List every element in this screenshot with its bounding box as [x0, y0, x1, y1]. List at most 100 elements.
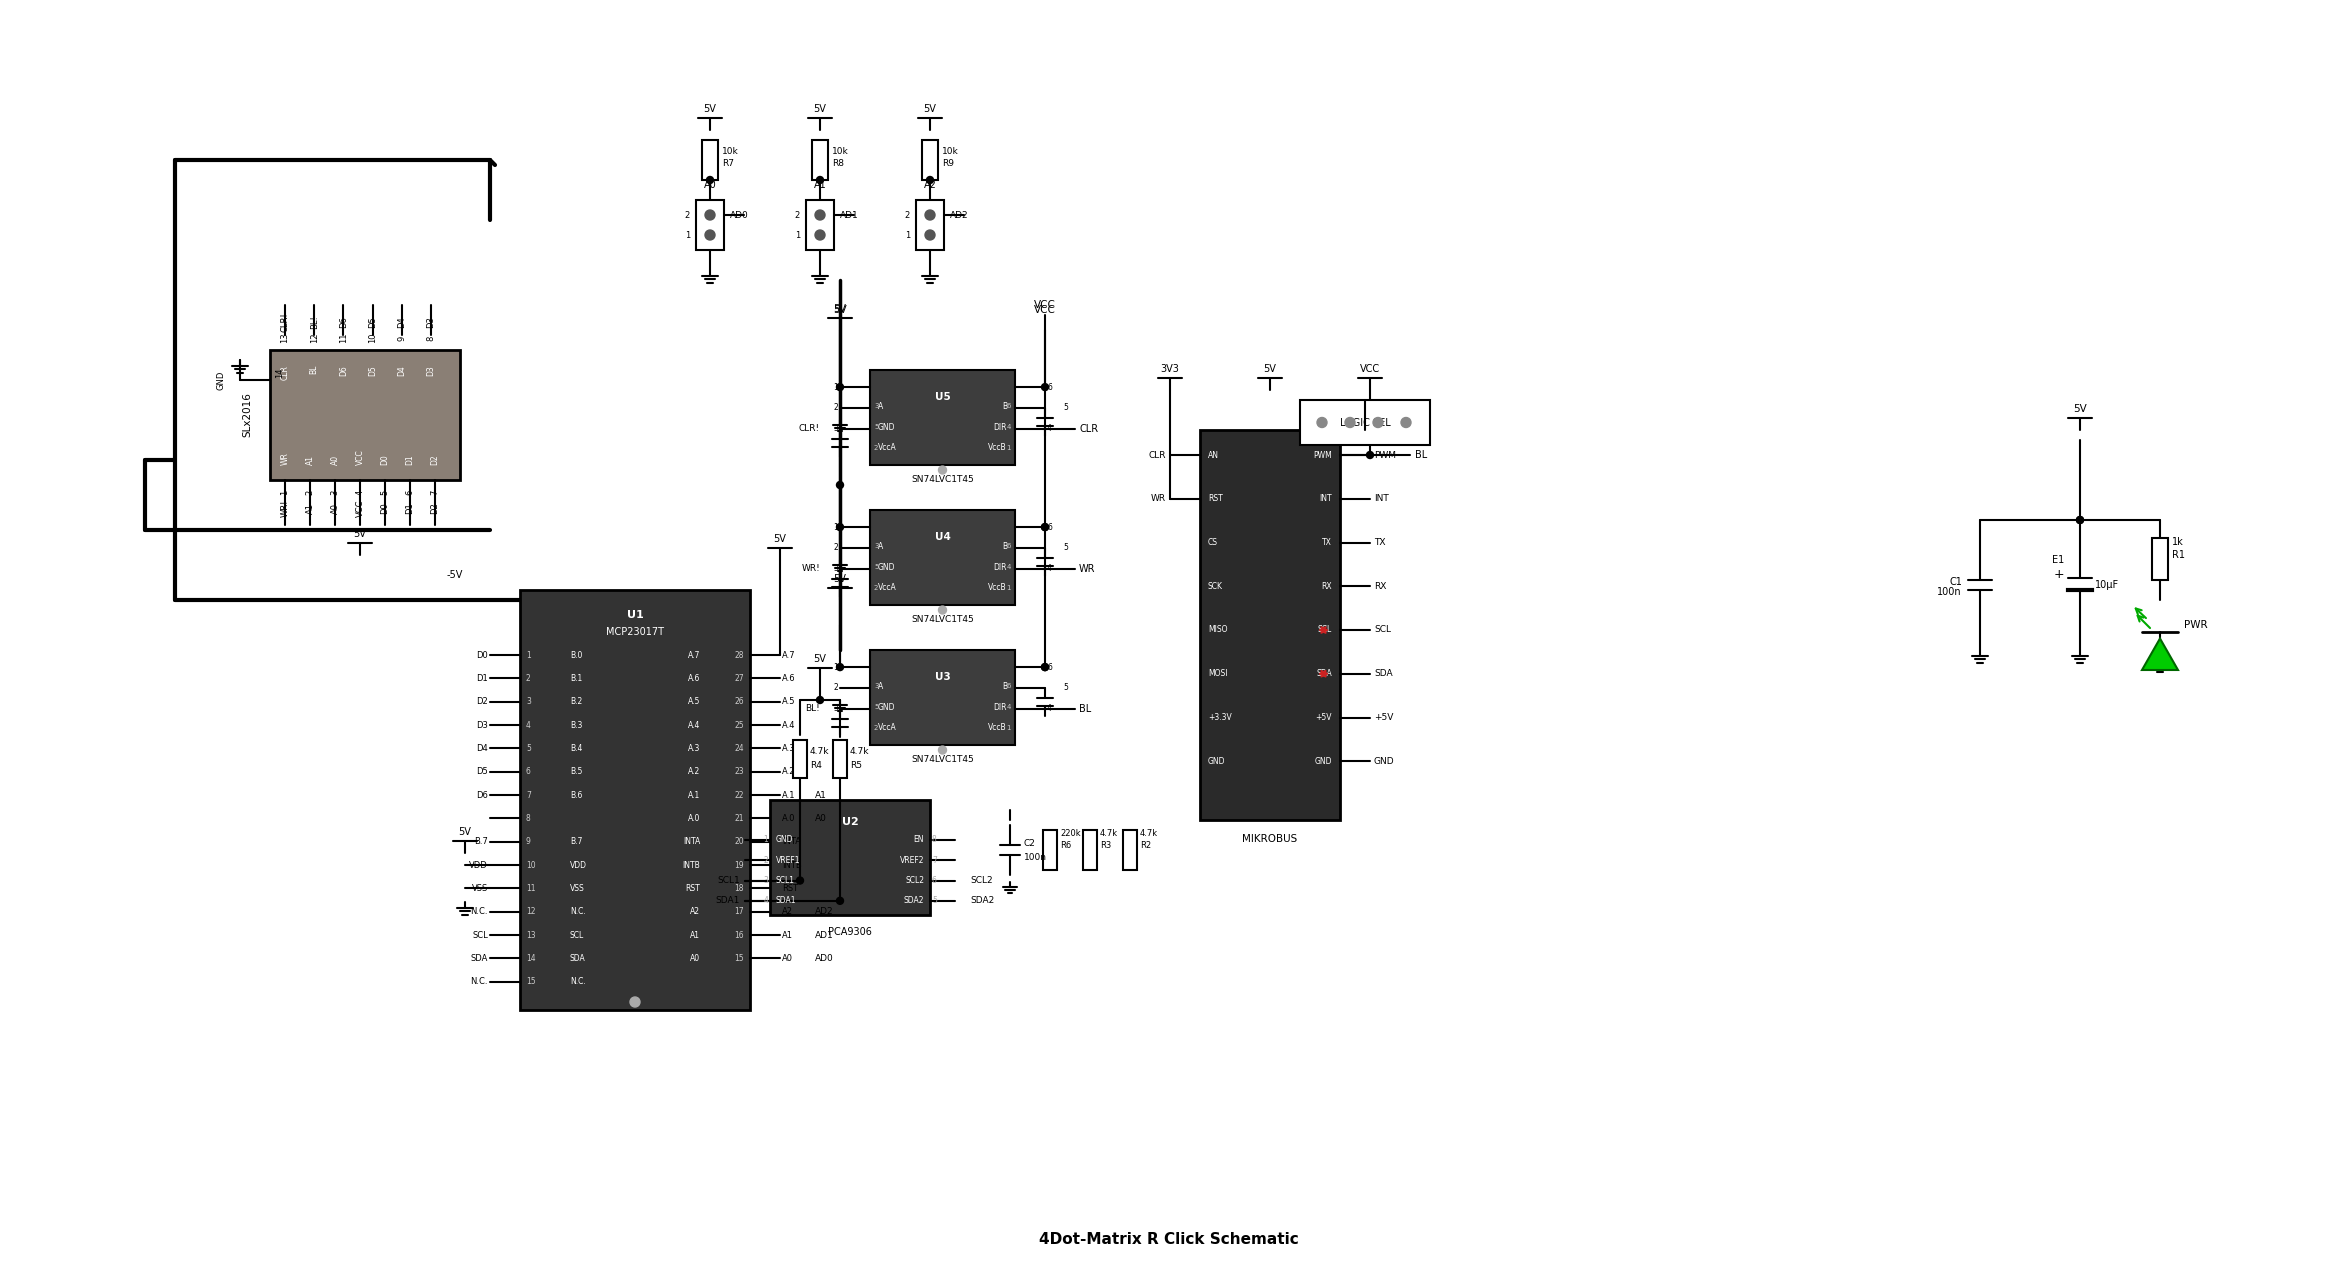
Text: 15: 15 [526, 977, 536, 987]
Text: A1: A1 [306, 455, 313, 465]
Text: VREF2: VREF2 [901, 856, 924, 865]
Text: 1: 1 [795, 230, 800, 240]
Text: A.7: A.7 [688, 650, 699, 659]
Text: 3: 3 [763, 876, 767, 885]
Text: BL: BL [1078, 704, 1092, 714]
Text: D4: D4 [398, 316, 407, 328]
Text: 220k: 220k [1060, 828, 1081, 837]
Text: SCL: SCL [571, 931, 585, 940]
Text: 9: 9 [526, 837, 531, 846]
Text: U1: U1 [627, 610, 643, 620]
Text: R2: R2 [1139, 841, 1151, 850]
Bar [807, 199, 835, 250]
Text: 4.7k: 4.7k [1099, 828, 1118, 837]
Text: 8: 8 [931, 836, 936, 845]
Text: SCL: SCL [1373, 626, 1392, 635]
Text: VDD: VDD [470, 861, 489, 870]
Text: A.3: A.3 [688, 744, 699, 753]
Text: VCC: VCC [1359, 364, 1380, 373]
Text: SDA1: SDA1 [716, 897, 739, 906]
Text: 13: 13 [281, 333, 290, 343]
Circle shape [629, 997, 641, 1007]
Text: 4: 4 [1048, 564, 1053, 573]
Text: 5V: 5V [814, 654, 826, 664]
Circle shape [837, 384, 844, 391]
Text: 7: 7 [931, 856, 938, 865]
Text: AD1: AD1 [840, 211, 858, 220]
Text: D2: D2 [430, 502, 440, 514]
Text: R5: R5 [849, 761, 863, 770]
Circle shape [1041, 664, 1048, 671]
Text: SCL: SCL [1317, 626, 1331, 635]
Text: WR: WR [1151, 494, 1167, 503]
Circle shape [1366, 452, 1373, 458]
Text: A2: A2 [781, 907, 793, 916]
Text: 23: 23 [734, 767, 744, 776]
Text: VccA: VccA [877, 443, 896, 452]
Text: R9: R9 [943, 160, 954, 169]
Text: 2: 2 [763, 856, 767, 865]
Bar [922, 140, 938, 180]
Text: D2: D2 [430, 455, 440, 465]
Text: 14: 14 [276, 367, 283, 378]
Text: PCA9306: PCA9306 [828, 927, 872, 937]
Bar [793, 740, 807, 779]
Text: 15: 15 [734, 954, 744, 963]
Text: GND: GND [215, 371, 225, 390]
Text: INT: INT [1373, 494, 1389, 503]
Text: A.5: A.5 [688, 697, 699, 706]
Text: 5: 5 [875, 424, 879, 431]
Text: A1: A1 [690, 931, 699, 940]
Text: 3: 3 [833, 564, 837, 573]
Text: 4: 4 [526, 720, 531, 729]
Text: 28: 28 [734, 650, 744, 659]
Text: 7: 7 [526, 790, 531, 800]
Bar [1300, 400, 1429, 444]
Bar [770, 800, 931, 914]
Text: 10k: 10k [833, 147, 849, 156]
Text: CLR!: CLR! [281, 312, 290, 331]
Text: D3: D3 [426, 364, 435, 376]
Text: D2: D2 [477, 697, 489, 706]
Text: INTA: INTA [683, 837, 699, 846]
Text: SDA: SDA [1317, 669, 1331, 678]
Text: 1: 1 [833, 382, 837, 391]
Text: VCC: VCC [356, 450, 365, 465]
Circle shape [1041, 384, 1048, 391]
Bar [697, 199, 725, 250]
Text: GND: GND [877, 423, 896, 432]
Text: VDD: VDD [571, 861, 587, 870]
Text: A: A [877, 682, 884, 691]
Circle shape [837, 898, 844, 904]
Circle shape [924, 210, 936, 220]
Text: +: + [2054, 569, 2063, 582]
Bar [1083, 831, 1097, 870]
Text: 5: 5 [875, 704, 879, 710]
Text: +3.3V: +3.3V [1207, 712, 1233, 723]
Text: 100n: 100n [1024, 852, 1048, 861]
Circle shape [798, 878, 805, 884]
Text: 4: 4 [1006, 424, 1010, 431]
Text: B.3: B.3 [571, 720, 582, 729]
Circle shape [2077, 517, 2084, 523]
Text: 3: 3 [526, 697, 531, 706]
Circle shape [814, 210, 826, 220]
Text: D6: D6 [339, 316, 349, 328]
Text: 13: 13 [526, 931, 536, 940]
Text: R1: R1 [2173, 550, 2185, 560]
Text: BL!: BL! [805, 705, 821, 714]
Text: D1: D1 [405, 455, 414, 465]
Text: VccA: VccA [877, 724, 896, 733]
Text: SCL2: SCL2 [971, 876, 992, 885]
Text: WR: WR [1078, 564, 1095, 574]
Text: 8: 8 [426, 335, 435, 340]
Text: VSS: VSS [571, 884, 585, 893]
Text: 22: 22 [734, 790, 744, 800]
Circle shape [704, 230, 716, 240]
Text: 5V: 5V [2072, 404, 2086, 414]
Circle shape [938, 606, 947, 613]
Bar [1200, 431, 1340, 820]
Text: 5V: 5V [833, 574, 847, 584]
Text: A.0: A.0 [688, 814, 699, 823]
Text: A.3: A.3 [781, 744, 795, 753]
